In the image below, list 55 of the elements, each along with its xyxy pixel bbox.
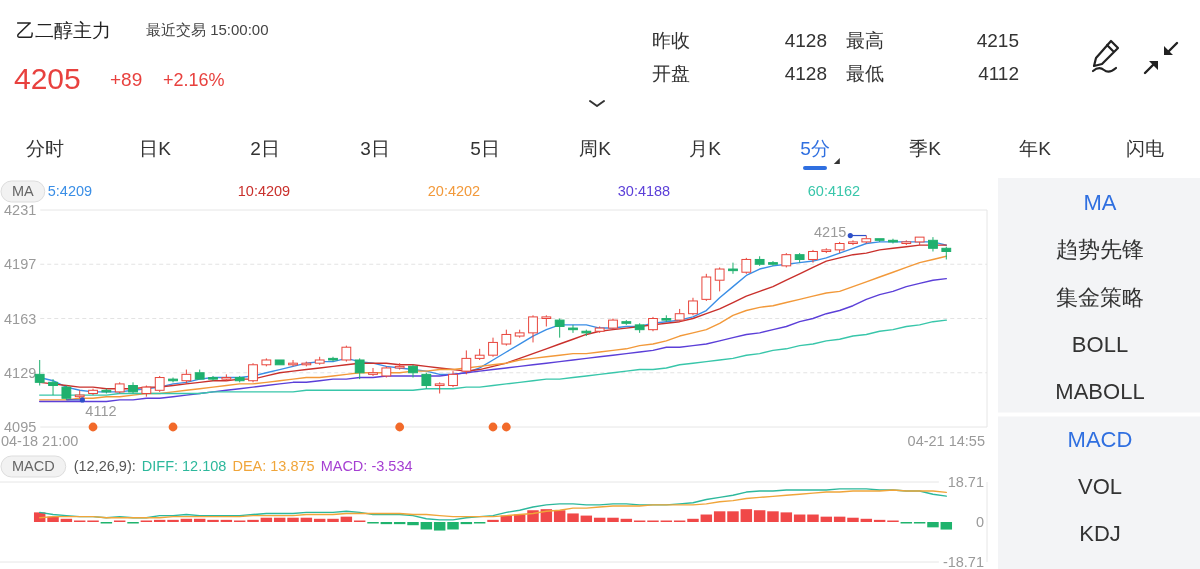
y-tick-label: 4231 [4,202,37,218]
legend-title: MA [12,183,34,199]
legend-label: 60:4162 [807,183,861,199]
annotation: 4112 [85,402,117,419]
y-tick-label: 18.71 [947,474,984,490]
menu-label: MABOLL [1055,379,1145,405]
legend-label: DIFF: 12.108 [141,458,227,474]
header-text: 最低 [846,63,884,84]
y-tick-label: 4163 [4,310,37,327]
header-text: +2.16% [163,70,225,90]
y-tick-label: 4197 [4,256,37,273]
menu-label: BOLL [1071,331,1129,357]
tab-label: 季K [909,138,941,159]
y-tick-label: 0 [975,514,984,530]
legend-label: DEA: 13.875 [232,458,315,474]
header-text: 4128 [784,63,827,84]
tab-label: 闪电 [1126,138,1164,159]
legend-label: 30:4188 [617,183,671,199]
x-tick-label: 04-21 14:55 [907,433,985,449]
title: 乙二醇主力 [16,20,111,41]
tab-label: 5日 [470,138,500,159]
tab-label: 日K [139,138,171,159]
y-tick-label: 4095 [4,419,37,435]
tab-label: 分时 [26,138,64,159]
legend-note: MACD: -3.534 [320,458,413,474]
legend-label: 10:4209 [237,183,291,199]
y-tick-label: -18.71 [942,554,984,569]
tab-label: 2日 [250,138,280,159]
header-text: 4112 [978,63,1019,84]
header-text: 4128 [784,30,827,51]
x-tick-label: 04-18 21:00 [1,433,79,449]
menu-label: VOL [1078,473,1122,499]
menu-label: MACD [1067,426,1133,452]
menu-label: 趋势先锋 [1056,237,1144,263]
tab-label: 年K [1019,138,1051,159]
tab-label: 5分 [800,138,830,159]
annotation: 4215 [814,223,847,240]
header-text: 最高 [846,30,884,51]
header-text: +89 [110,69,143,90]
menu-label: KDJ [1079,521,1121,547]
subtitle: (12,26,9): [73,458,136,474]
tab-label: 3日 [360,138,390,159]
tab-label: 月K [689,138,721,159]
subtitle: 最近交易 15:00:00 [146,21,269,38]
header-text: 4205 [14,62,81,95]
y-tick-label: 4129 [4,364,37,381]
legend-label: 5:4209 [47,183,93,199]
tab-label: 周K [579,138,611,159]
legend-label: 20:4202 [427,183,481,199]
legend-title: MACD [12,458,55,474]
header-text: 昨收 [652,30,690,51]
header-text: 开盘 [652,63,690,84]
menu-label: 集金策略 [1056,284,1144,310]
header-text: 4215 [976,30,1019,51]
menu-label: MA [1083,190,1117,215]
